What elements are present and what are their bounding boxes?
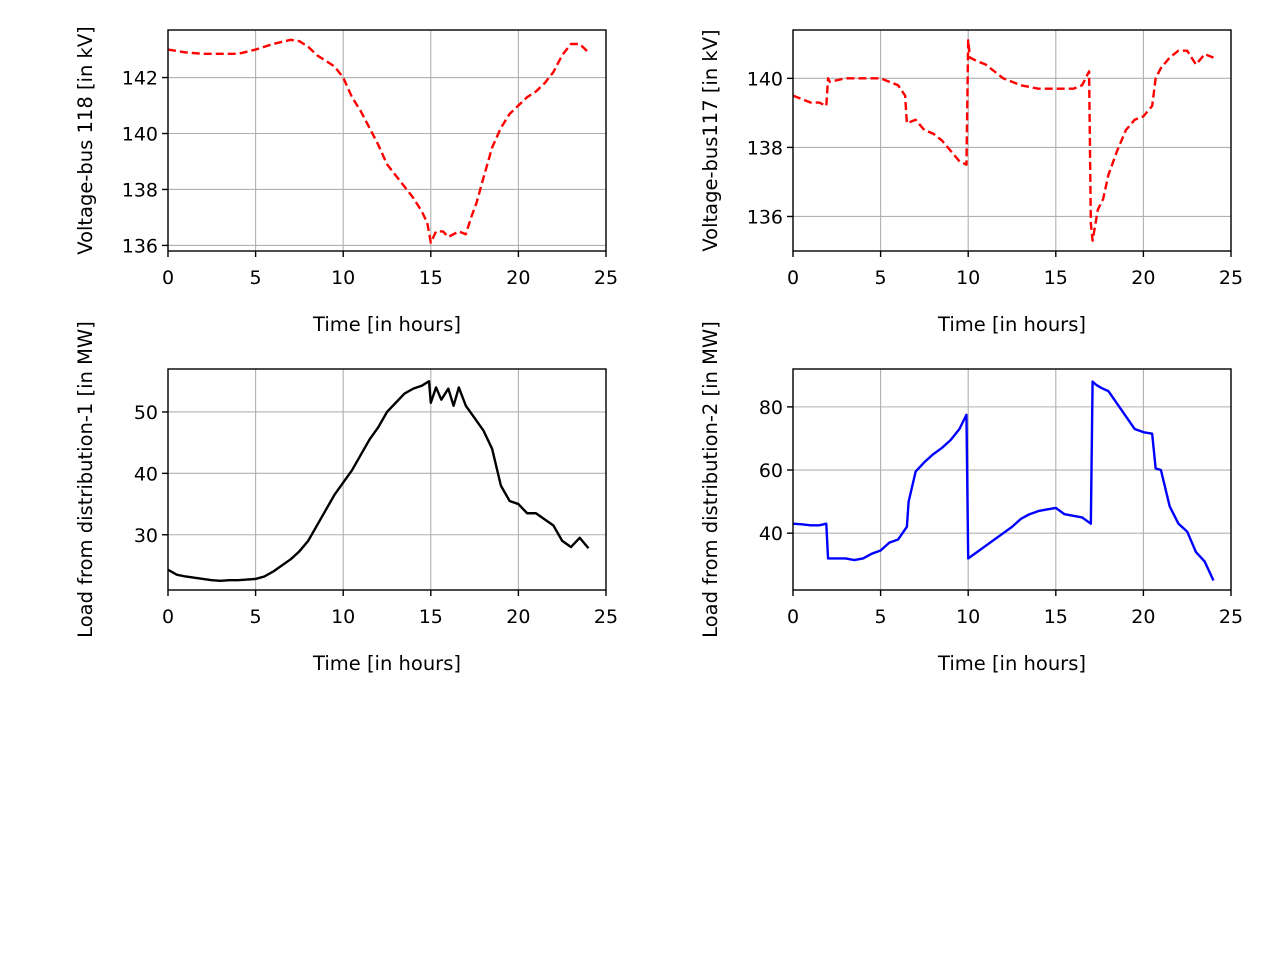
x-tick-label: 20 [506,267,530,289]
plot-frame [792,368,1232,591]
plot-frame [167,368,607,591]
y-tick-label: 142 [122,68,158,90]
x-tick-label: 25 [594,267,618,289]
x-tick-label: 25 [1219,606,1243,628]
x-tick-label: 0 [787,606,799,628]
x-tick-label: 15 [419,267,443,289]
y-tick-label: 40 [134,463,158,485]
y-tick-label: 138 [122,179,158,201]
y-tick-label: 30 [134,525,158,547]
x-tick-label: 10 [331,606,355,628]
x-tick-label: 0 [787,267,799,289]
y-tick-label: 40 [759,523,783,545]
y-tick-label: 140 [122,124,158,146]
y-tick-label: 60 [759,460,783,482]
x-tick-label: 15 [1044,606,1068,628]
y-axis-label: Voltage-bus117 [in kV] [699,29,722,251]
subplot-4: 0 5 10 15 20 25 40 60 80 Time [in hours] Load from… [699,321,1243,675]
subplot-1: 0 5 10 15 20 25 136 138 140 142 Time [in hours] Vol… [74,26,618,336]
x-tick-label: 5 [875,606,887,628]
x-tick-label: 20 [1131,606,1155,628]
x-tick-label: 5 [250,267,262,289]
x-tick-label: 5 [250,606,262,628]
y-tick-label: 80 [759,397,783,419]
y-axis-label: Load from distribution-1 [in MW] [74,321,97,638]
series-line [167,380,590,582]
y-tick-label: 138 [747,137,783,159]
y-tick-label: 136 [747,206,783,228]
x-axis-label: Time [in hours] [312,313,461,336]
x-axis-label: Time [in hours] [937,313,1086,336]
series-line [167,38,590,244]
y-tick-label: 136 [122,235,158,257]
y-tick-label: 140 [747,68,783,90]
x-tick-label: 10 [956,267,980,289]
x-tick-label: 10 [331,267,355,289]
x-axis-label: Time [in hours] [312,652,461,675]
y-tick-label: 50 [134,402,158,424]
series-line [792,39,1214,242]
x-tick-label: 0 [162,267,174,289]
subplot-2: 0 5 10 15 20 25 136 138 140 Time [in hours] Voltag… [699,29,1243,336]
y-axis-label: Voltage-bus 118 [in kV] [74,26,97,255]
x-tick-label: 25 [1219,267,1243,289]
plot-frame [167,29,607,252]
subplot-3: 0 5 10 15 20 25 30 40 50 Time [in hours] Load from… [74,321,618,675]
x-tick-label: 25 [594,606,618,628]
y-axis-label: Load from distribution-2 [in MW] [699,321,722,638]
x-tick-label: 0 [162,606,174,628]
x-tick-label: 15 [1044,267,1068,289]
x-tick-label: 20 [506,606,530,628]
x-tick-label: 5 [875,267,887,289]
x-tick-label: 20 [1131,267,1155,289]
plot-frame [792,29,1232,252]
x-axis-label: Time [in hours] [937,652,1086,675]
x-tick-label: 10 [956,606,980,628]
series-line [792,380,1215,582]
x-tick-label: 15 [419,606,443,628]
